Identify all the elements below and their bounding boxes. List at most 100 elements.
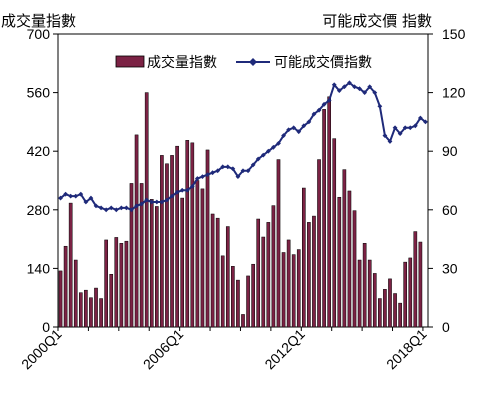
volume-bar [195,180,200,328]
volume-bar [215,217,220,328]
volume-bar [200,188,205,328]
price-point [215,168,221,174]
volume-bar [175,145,179,328]
volume-bar [144,92,149,328]
price-point [235,174,241,179]
price-point [98,205,104,211]
right-tick-label: 120 [442,85,466,101]
volume-bar [362,243,367,328]
right-tick-label: 60 [442,202,458,218]
volume-bar [347,190,352,328]
volume-bar [99,298,103,328]
volume-bar [180,197,185,328]
price-point [108,205,114,211]
volume-bar [307,222,311,328]
legend-line-label: 可能成交價指數 [274,54,372,71]
price-point [321,101,327,107]
left-tick-label: 0 [42,319,50,335]
volume-bar [276,159,281,328]
price-point [78,191,84,197]
price-point [367,84,373,90]
price-point [220,164,226,170]
right-tick-label: 30 [442,260,458,276]
price-point [281,133,286,138]
volume-bar [312,215,316,328]
volume-bar [408,257,413,328]
volume-bar [286,239,291,328]
volume-bar [271,205,276,328]
price-line-path [59,81,427,211]
volume-bar [322,109,326,328]
volume-bar [155,206,159,328]
volume-bar [134,134,139,328]
legend: 成交量指數 可能成交價指數 [115,54,372,71]
price-point [129,207,134,213]
price-point [245,168,251,174]
volume-bar [266,222,271,328]
price-point [159,199,165,205]
price-point [331,82,337,88]
volume-bar [68,202,73,328]
x-axis: 2000Q1 2006Q1 2012Q1 2018Q1 [18,326,430,373]
volume-bar [63,245,68,328]
x-tick-label: 2006Q1 [140,326,187,373]
volume-bar [84,289,88,328]
price-point [372,90,378,95]
volume-bar [89,297,93,328]
price-point [194,176,200,181]
volume-bar [246,275,250,328]
volume-bar [231,266,235,328]
volume-bar [251,263,255,328]
right-tick-label: 90 [442,143,458,159]
price-point [357,86,362,92]
right-tick-label: 0 [442,319,450,335]
volume-bar [210,213,215,328]
price-point [377,103,383,109]
volume-bar [225,226,230,328]
price-point [184,187,190,193]
volume-bar [332,138,337,328]
price-point [210,170,215,176]
left-axis-title: 成交量指數 [1,12,76,30]
price-point [149,199,155,205]
price-point [154,199,160,205]
volume-bar [327,96,331,328]
volume-bar [413,231,418,328]
price-point [200,174,205,179]
volume-bar [109,274,114,328]
volume-bar [302,187,306,328]
price-point [265,148,271,154]
price-point [276,140,281,146]
x-tick-label: 2018Q1 [383,326,430,373]
legend-bar-swatch [115,55,145,68]
volume-bar [236,279,240,328]
volume-bar [104,239,108,328]
price-point [326,98,332,103]
price-point [240,168,246,174]
price-point [387,139,393,144]
right-tick-label: 150 [442,26,466,42]
left-axis: 0 140 280 420 560 700 [27,26,58,335]
price-point [169,193,175,199]
price-point [164,197,170,203]
volume-bar [185,140,190,328]
volume-bar [119,243,124,328]
volume-bar [205,149,210,328]
price-point [291,125,297,131]
price-point [73,193,79,199]
price-point [402,125,408,131]
price-point [118,205,124,211]
volume-bar [73,259,78,328]
volume-bar [342,169,347,328]
volume-bar [190,142,195,328]
volume-bars [58,92,423,328]
x-tick-label: 2012Q1 [261,326,308,373]
price-point [63,191,69,197]
volume-bar [165,163,169,328]
price-point [352,84,357,90]
volume-bar [220,255,225,328]
price-point [255,156,261,162]
volume-bar [241,314,245,328]
volume-bar [256,218,261,328]
price-point [93,203,99,209]
